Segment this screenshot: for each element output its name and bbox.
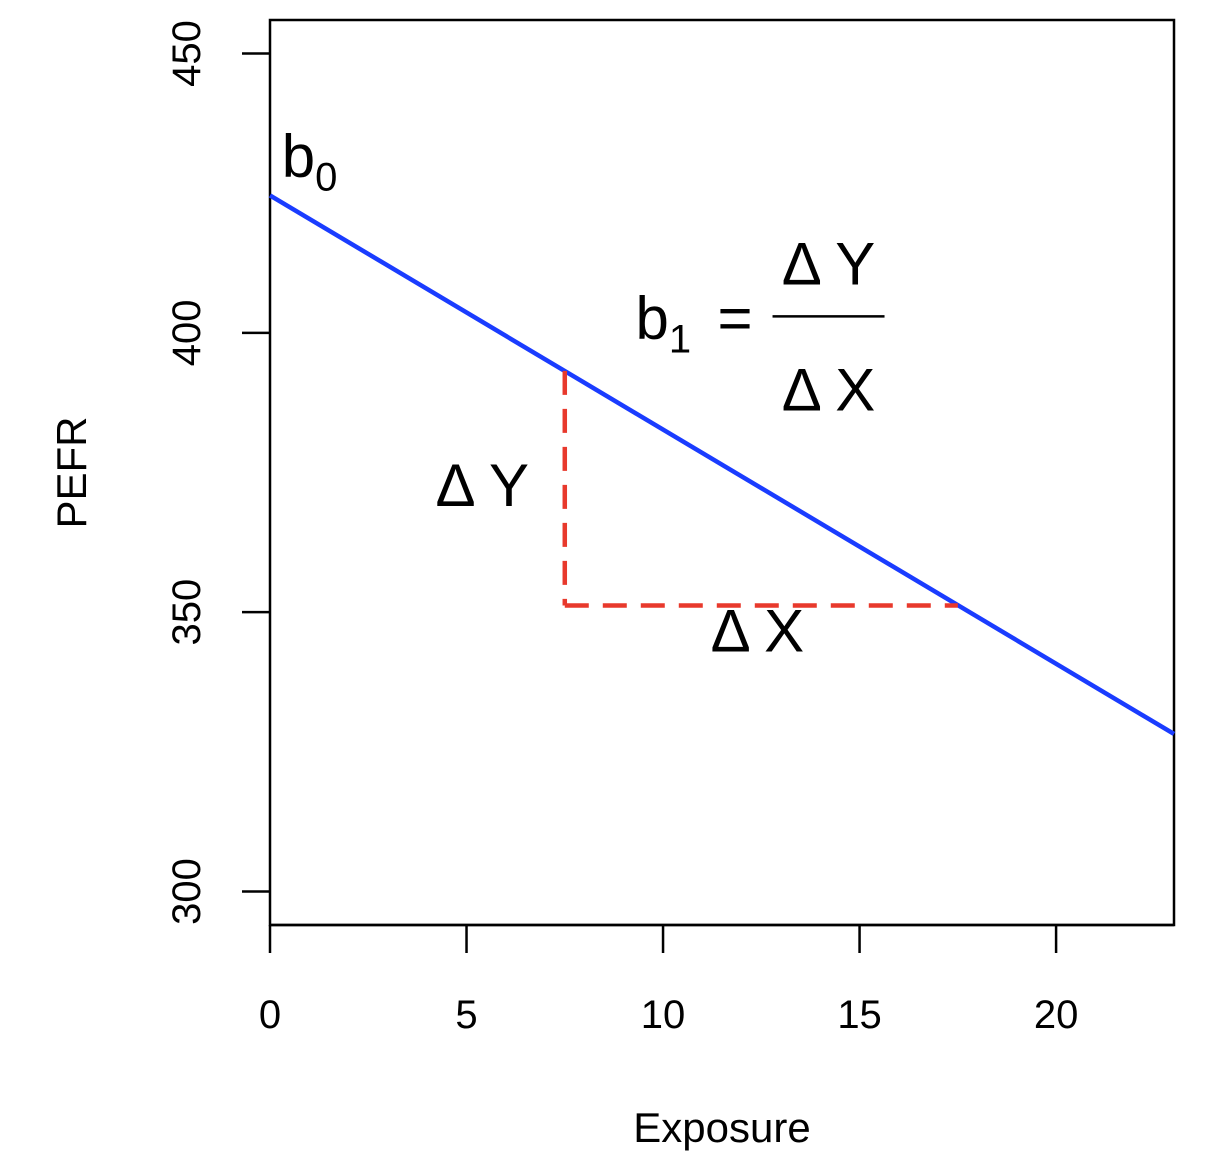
y-tick-label: 400	[165, 299, 209, 366]
slope-numerator: Δ Y	[782, 230, 875, 297]
x-tick-label: 0	[259, 993, 281, 1037]
x-tick-label: 10	[641, 993, 686, 1037]
y-axis: 300 350 400 450	[165, 20, 270, 925]
slope-denominator: Δ X	[782, 356, 875, 423]
regression-line	[268, 193, 1176, 736]
delta-x-label: Δ X	[711, 597, 804, 664]
series-layer	[268, 193, 1176, 736]
slope-equals: =	[718, 284, 753, 351]
x-tick-label: 5	[455, 993, 477, 1037]
x-tick-label: 15	[837, 993, 882, 1037]
slope-symbol: b1	[636, 284, 692, 361]
slope-subscript: 1	[669, 317, 691, 361]
x-axis: 0 5 10 15 20	[259, 923, 1174, 1037]
slope-guides	[562, 370, 958, 608]
slope-formula: b1 = Δ Y Δ X	[636, 230, 885, 423]
plot-frame	[268, 18, 1176, 927]
x-axis-title: Exposure	[633, 1104, 810, 1151]
x-tick-label: 20	[1034, 993, 1079, 1037]
y-tick-label: 350	[165, 579, 209, 646]
slope-base: b	[636, 284, 669, 351]
intercept-label: b0	[282, 122, 338, 199]
delta-y-label: Δ Y	[436, 452, 529, 519]
y-tick-label: 300	[165, 858, 209, 925]
y-tick-label: 450	[165, 20, 209, 87]
intercept-subscript: 0	[315, 155, 337, 199]
y-axis-title: PEFR	[48, 416, 95, 528]
intercept-base: b	[282, 122, 315, 189]
